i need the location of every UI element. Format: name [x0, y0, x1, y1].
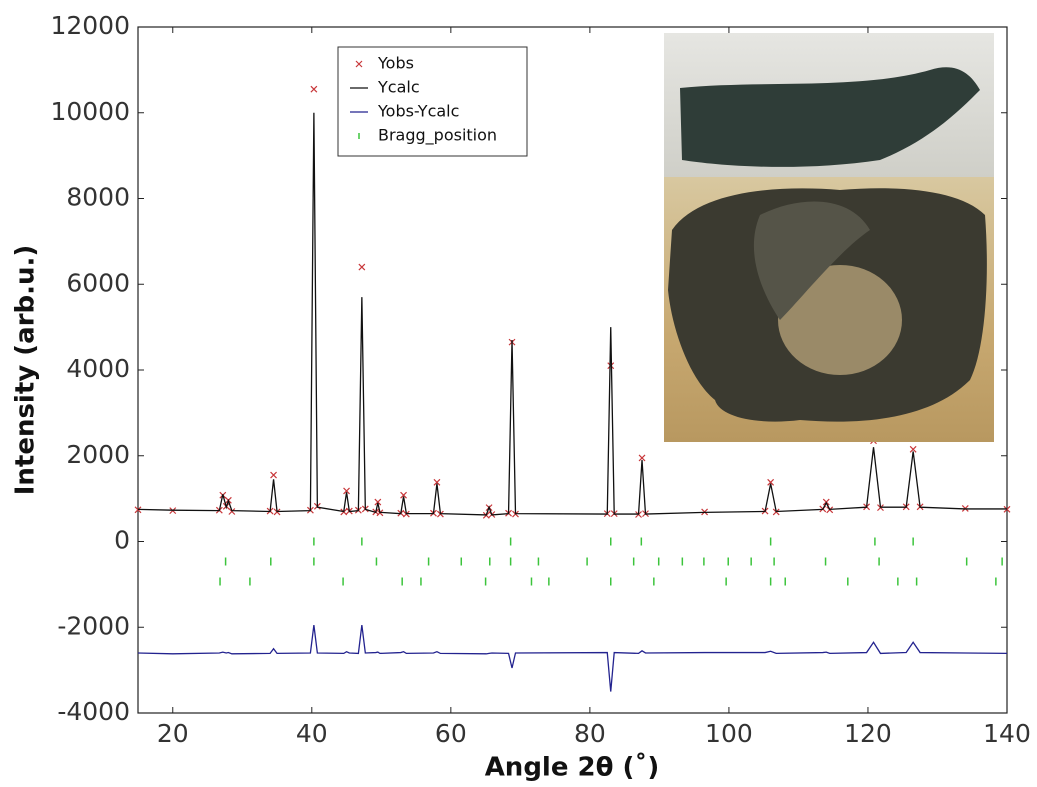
y-tick-label: 2000 [66, 440, 130, 469]
inset-photo [664, 33, 994, 442]
yobs-marker [343, 487, 350, 495]
yobs-marker [909, 445, 917, 453]
legend: Yobs Ycalc Yobs-Ycalc Bragg_position [337, 46, 528, 157]
y-tick-label: 0 [114, 526, 130, 555]
plot-layer [134, 85, 1011, 692]
yobs-marker [767, 478, 775, 486]
x-tick-label: 60 [435, 719, 467, 748]
x-axis-label: Angle 2θ (˚) [485, 752, 660, 783]
x-tick-label: 120 [844, 719, 892, 748]
y-tick-label: 6000 [66, 268, 130, 297]
photo-object [753, 201, 870, 320]
series-line [137, 112, 1007, 516]
yobs-marker [270, 471, 277, 479]
photo-object [680, 67, 980, 167]
y-tick-label: 12000 [50, 11, 130, 40]
y-tick-label: 8000 [66, 183, 130, 212]
y-axis-label: Intensity (arb.u.) [11, 245, 41, 496]
yobs-marker [433, 478, 441, 486]
y-tick-label: -2000 [57, 611, 130, 640]
x-tick-label: 80 [574, 719, 606, 748]
legend-marker [355, 60, 363, 68]
x-tick-label: 20 [157, 719, 189, 748]
legend-label: Ycalc [377, 78, 420, 97]
yobs-marker [607, 362, 615, 370]
legend-label: Yobs [377, 54, 414, 73]
legend-box [337, 46, 528, 157]
yobs-marker [228, 508, 236, 515]
y-tick-label: 10000 [50, 97, 130, 126]
yobs-marker [638, 454, 646, 462]
legend-label: Yobs-Ycalc [377, 102, 459, 121]
yobs-marker [400, 491, 407, 499]
x-tick-label: 140 [983, 719, 1031, 748]
series-line [137, 625, 1008, 692]
x-tick-label: 40 [296, 719, 328, 748]
legend-label: Bragg_position [378, 126, 497, 146]
x-tick-label: 100 [705, 719, 753, 748]
yobs-marker [358, 263, 366, 271]
y-tick-label: 4000 [66, 354, 130, 383]
photo-object [778, 265, 902, 375]
yobs-marker [310, 85, 318, 93]
y-tick-label: -4000 [57, 697, 130, 726]
yobs-marker [374, 498, 382, 506]
